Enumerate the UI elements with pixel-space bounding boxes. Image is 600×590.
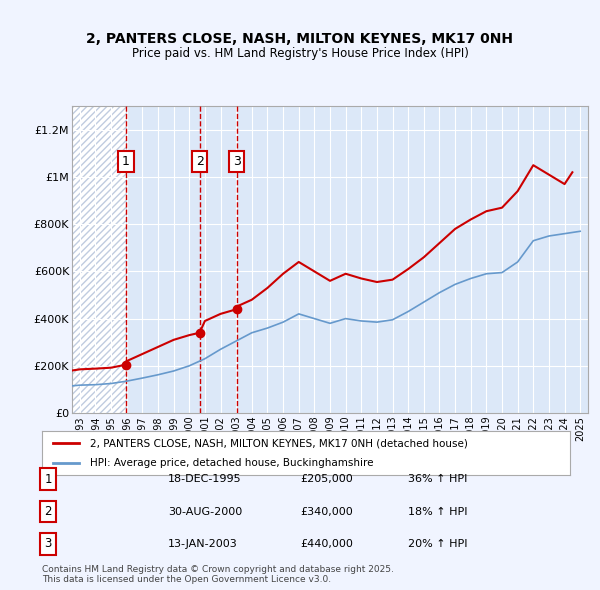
- Text: 18% ↑ HPI: 18% ↑ HPI: [408, 507, 467, 516]
- Text: Price paid vs. HM Land Registry's House Price Index (HPI): Price paid vs. HM Land Registry's House …: [131, 47, 469, 60]
- Text: 1: 1: [44, 473, 52, 486]
- Text: 36% ↑ HPI: 36% ↑ HPI: [408, 474, 467, 484]
- Text: 2: 2: [44, 505, 52, 518]
- Text: £205,000: £205,000: [300, 474, 353, 484]
- Text: 20% ↑ HPI: 20% ↑ HPI: [408, 539, 467, 549]
- Text: 30-AUG-2000: 30-AUG-2000: [168, 507, 242, 516]
- Text: 3: 3: [233, 155, 241, 168]
- Text: 2: 2: [196, 155, 203, 168]
- Text: Contains HM Land Registry data © Crown copyright and database right 2025.
This d: Contains HM Land Registry data © Crown c…: [42, 565, 394, 584]
- Text: £440,000: £440,000: [300, 539, 353, 549]
- Text: HPI: Average price, detached house, Buckinghamshire: HPI: Average price, detached house, Buck…: [89, 458, 373, 467]
- Text: 13-JAN-2003: 13-JAN-2003: [168, 539, 238, 549]
- Text: 18-DEC-1995: 18-DEC-1995: [168, 474, 242, 484]
- Text: 3: 3: [44, 537, 52, 550]
- Text: 1: 1: [122, 155, 130, 168]
- Text: 2, PANTERS CLOSE, NASH, MILTON KEYNES, MK17 0NH: 2, PANTERS CLOSE, NASH, MILTON KEYNES, M…: [86, 32, 514, 47]
- Text: 2, PANTERS CLOSE, NASH, MILTON KEYNES, MK17 0NH (detached house): 2, PANTERS CLOSE, NASH, MILTON KEYNES, M…: [89, 438, 467, 448]
- Text: £340,000: £340,000: [300, 507, 353, 516]
- Bar: [72, 106, 126, 413]
